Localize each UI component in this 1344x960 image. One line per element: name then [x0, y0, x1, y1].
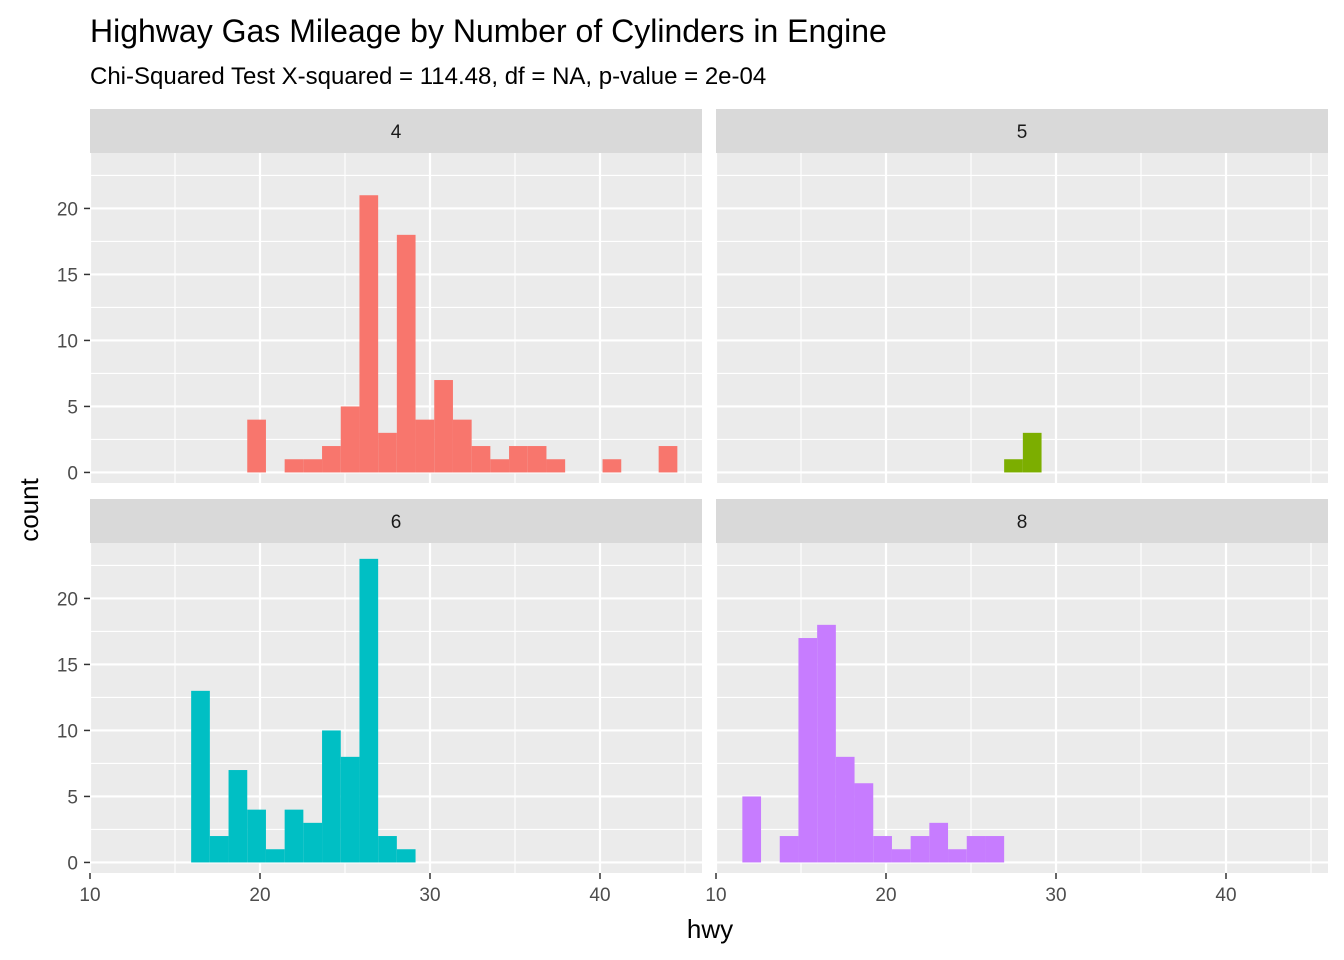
y-tick-label: 20 — [57, 589, 78, 610]
histogram-bar — [509, 446, 528, 473]
histogram-bar — [284, 459, 304, 473]
facet-panel-6: 6 0 5 10 15 20 10 20 30 40 — [57, 499, 702, 906]
facet-strip-label: 4 — [391, 122, 402, 143]
histogram-bar — [340, 756, 360, 863]
histogram-bar — [303, 822, 323, 863]
histogram-bar — [434, 380, 453, 473]
histogram-bar — [265, 849, 285, 863]
x-tick-label: 20 — [875, 885, 896, 906]
histogram-bar — [396, 234, 416, 473]
histogram-bar — [985, 836, 1005, 863]
histogram-bar — [546, 459, 566, 473]
histogram-bar — [817, 624, 836, 863]
y-tick-label: 10 — [57, 331, 78, 352]
y-axis-title: count — [14, 477, 44, 541]
histogram-bar — [247, 419, 266, 473]
histogram-bar — [658, 446, 678, 473]
histogram-bar — [340, 406, 360, 473]
histogram-bar — [527, 446, 547, 473]
x-tick-label: 30 — [1045, 885, 1066, 906]
facet-strip — [716, 499, 1328, 543]
x-tick-label: 20 — [249, 885, 270, 906]
histogram-bar — [779, 836, 799, 863]
histogram-bar — [452, 419, 472, 473]
x-tick-label: 30 — [419, 885, 440, 906]
facet-strip — [90, 109, 702, 153]
x-tick-label: 10 — [79, 885, 100, 906]
histogram-bar — [873, 836, 892, 863]
panel-background — [716, 153, 1328, 483]
histogram-bar — [378, 432, 397, 473]
panel-background — [90, 543, 702, 873]
facet-strip — [90, 499, 702, 543]
histogram-bar — [1022, 432, 1042, 473]
x-tick-label: 40 — [589, 885, 610, 906]
chart-title: Highway Gas Mileage by Number of Cylinde… — [90, 13, 887, 49]
histogram-bar — [415, 419, 435, 473]
y-tick-label: 5 — [67, 397, 78, 418]
facet-strip-label: 8 — [1017, 512, 1028, 533]
histogram-bar — [798, 638, 818, 863]
histogram-bar — [359, 195, 379, 473]
histogram-bar — [247, 809, 266, 863]
facet-panel-5: 5 — [714, 109, 1328, 483]
histogram-bar — [303, 459, 323, 473]
histogram-bar — [191, 690, 210, 863]
histogram-bar — [1004, 459, 1023, 473]
histogram-bar — [471, 446, 491, 473]
y-tick-label: 15 — [57, 655, 78, 676]
histogram-bar — [490, 459, 510, 473]
y-tick-label: 10 — [57, 721, 78, 742]
y-tick-label: 15 — [57, 265, 78, 286]
histogram-bar — [209, 836, 229, 863]
histogram-bar — [322, 730, 341, 863]
histogram-bar — [396, 849, 416, 863]
histogram-bar — [929, 822, 949, 863]
facet-panel-4: 4 0 5 10 15 20 — [57, 109, 702, 484]
histogram-bar — [948, 849, 967, 863]
histogram-bar — [322, 446, 341, 473]
y-tick-label: 0 — [67, 463, 78, 484]
histogram-bar — [602, 459, 622, 473]
histogram-bar — [835, 756, 855, 863]
histogram-bar — [854, 783, 874, 863]
histogram-bar — [284, 809, 304, 863]
chart-subtitle: Chi-Squared Test X-squared = 114.48, df … — [90, 63, 766, 90]
x-tick-label: 10 — [705, 885, 726, 906]
histogram-bar — [966, 836, 986, 863]
histogram-bar — [891, 849, 911, 863]
facet-panel-8: 8 10 20 30 40 — [705, 499, 1328, 906]
histogram-bar — [910, 836, 930, 863]
y-tick-label: 5 — [67, 787, 78, 808]
facet-strip — [716, 109, 1328, 153]
histogram-bar — [228, 770, 248, 863]
histogram-bar — [378, 836, 397, 863]
x-axis-title: hwy — [687, 914, 733, 944]
facet-strip-label: 5 — [1017, 122, 1028, 143]
y-tick-label: 20 — [57, 199, 78, 220]
facet-strip-label: 6 — [391, 512, 402, 533]
histogram-bar — [359, 558, 379, 863]
histogram-bar — [742, 796, 762, 863]
y-tick-label: 0 — [67, 853, 78, 874]
x-tick-label: 40 — [1215, 885, 1236, 906]
